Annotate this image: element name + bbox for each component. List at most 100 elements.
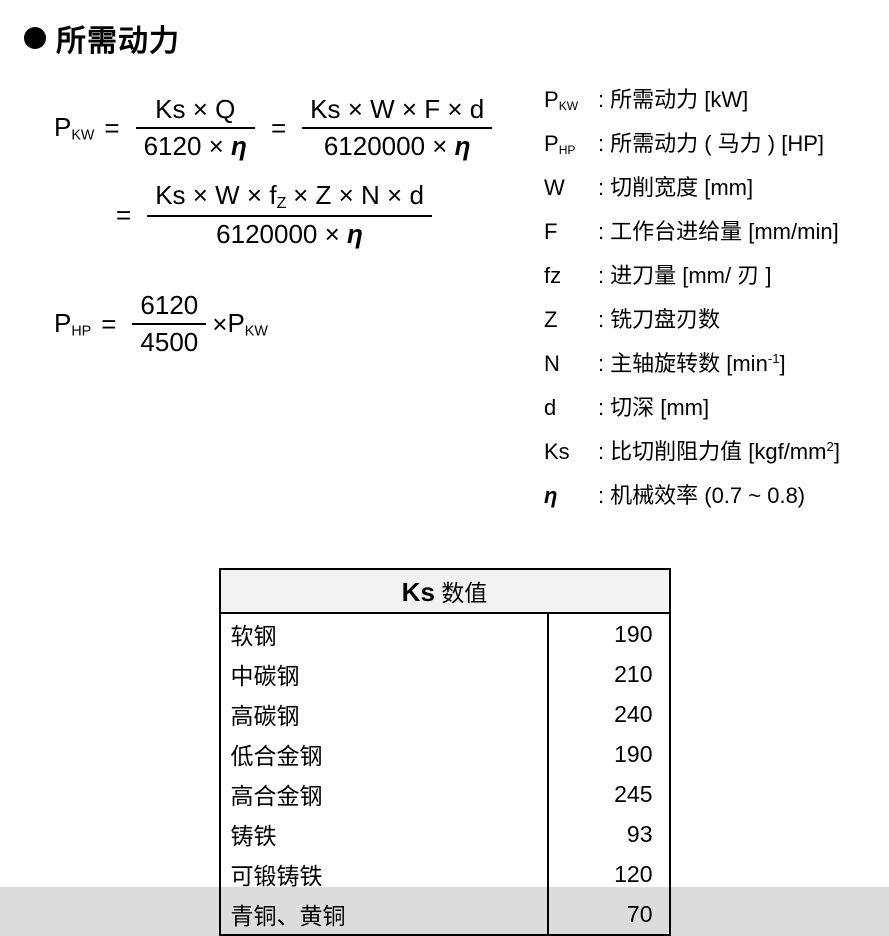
definitions-list: PKW: 所需动力 [kW]PHP: 所需动力 ( 马力 ) [HP]W: 切削…: [544, 78, 865, 518]
table-row: 软钢190: [220, 613, 670, 654]
frac-ksq-num: Ks × Q: [147, 92, 243, 127]
formula-column: PKW = Ks × Q 6120 × η = Ks × W × F × d 6…: [24, 78, 524, 518]
definition-label: 机械效率 (0.7 ~ 0.8): [610, 474, 805, 518]
ks-value: 190: [548, 734, 670, 774]
frac-kswfd-den: 6120000 × η: [316, 129, 479, 164]
definition-row: Ks: 比切削阻力值 [kgf/mm2]: [544, 430, 865, 474]
definition-row: Z: 铣刀盘刃数: [544, 298, 865, 342]
colon: :: [598, 386, 604, 430]
table-row: 可锻铸铁120: [220, 854, 670, 894]
frac-6120-4500: 6120 4500: [132, 288, 206, 360]
ks-value: 240: [548, 694, 670, 734]
frac-ksq-den: 6120 × η: [136, 129, 255, 164]
definition-label: 进刀量 [mm/ 刃 ]: [610, 254, 771, 298]
ks-material-name: 中碳钢: [220, 654, 548, 694]
definition-label: 切深 [mm]: [610, 386, 709, 430]
times-sign: ×: [212, 309, 227, 340]
pkw-base: P: [54, 112, 71, 142]
formula-pkw-line1: PKW = Ks × Q 6120 × η = Ks × W × F × d 6…: [54, 92, 524, 164]
ks-value: 245: [548, 774, 670, 814]
definition-label: 所需动力 ( 马力 ) [HP]: [610, 122, 824, 166]
definition-symbol: N: [544, 342, 598, 386]
frac-expanded-num: Ks × W × fZ × Z × N × d: [147, 178, 432, 215]
definition-symbol: η: [544, 474, 598, 518]
definition-label: 主轴旋转数 [min-1]: [610, 342, 786, 386]
definition-symbol: d: [544, 386, 598, 430]
ks-material-name: 青铜、黄铜: [220, 894, 548, 935]
definition-symbol: F: [544, 210, 598, 254]
definition-symbol: PKW: [544, 78, 598, 122]
definition-symbol: Ks: [544, 430, 598, 474]
definition-symbol: fz: [544, 254, 598, 298]
colon: :: [598, 166, 604, 210]
pkw-lhs: PKW: [54, 112, 94, 144]
ks-material-name: 软钢: [220, 613, 548, 654]
definition-label: 所需动力 [kW]: [610, 78, 748, 122]
definition-symbol: W: [544, 166, 598, 210]
ks-table-header: Ks 数值: [220, 569, 670, 613]
equals-sign: =: [101, 309, 116, 340]
formula-pkw-line2: = Ks × W × fZ × Z × N × d 6120000 × η: [106, 178, 524, 252]
frac-ksq: Ks × Q 6120 × η: [136, 92, 255, 164]
definition-row: F: 工作台进给量 [mm/min]: [544, 210, 865, 254]
equals-sign: =: [104, 113, 119, 144]
ks-value: 190: [548, 613, 670, 654]
definition-row: η: 机械效率 (0.7 ~ 0.8): [544, 474, 865, 518]
ks-material-name: 可锻铸铁: [220, 854, 548, 894]
ks-value: 70: [548, 894, 670, 935]
definition-label: 工作台进给量 [mm/min]: [610, 210, 839, 254]
colon: :: [598, 430, 604, 474]
frac-expanded-den: 6120000 × η: [208, 217, 371, 252]
definition-row: PHP: 所需动力 ( 马力 ) [HP]: [544, 122, 865, 166]
frac-den: 4500: [132, 325, 206, 360]
ks-material-name: 高合金钢: [220, 774, 548, 814]
equals-sign: =: [116, 200, 131, 231]
frac-expanded: Ks × W × fZ × Z × N × d 6120000 × η: [147, 178, 432, 252]
definition-row: d: 切深 [mm]: [544, 386, 865, 430]
table-row: 高碳钢240: [220, 694, 670, 734]
ks-material-name: 高碳钢: [220, 694, 548, 734]
equals-sign: =: [271, 113, 286, 144]
ks-value: 210: [548, 654, 670, 694]
colon: :: [598, 474, 604, 518]
php-rhs: PKW: [227, 308, 267, 340]
table-row: 高合金钢245: [220, 774, 670, 814]
ks-value: 120: [548, 854, 670, 894]
table-row: 青铜、黄铜70: [220, 894, 670, 935]
colon: :: [598, 210, 604, 254]
colon: :: [598, 254, 604, 298]
definition-label: 比切削阻力值 [kgf/mm2]: [610, 430, 840, 474]
colon: :: [598, 298, 604, 342]
colon: :: [598, 122, 604, 166]
page: 所需动力 PKW = Ks × Q 6120 × η = Ks × W × F …: [0, 0, 889, 887]
definition-symbol: Z: [544, 298, 598, 342]
definition-row: fz: 进刀量 [mm/ 刃 ]: [544, 254, 865, 298]
section-heading: 所需动力: [24, 16, 865, 60]
definition-label: 切削宽度 [mm]: [610, 166, 753, 210]
ks-title-rest: 数值: [435, 580, 487, 606]
colon: :: [598, 78, 604, 122]
table-row: 低合金钢190: [220, 734, 670, 774]
heading-text: 所需动力: [56, 16, 180, 60]
definition-row: N: 主轴旋转数 [min-1]: [544, 342, 865, 386]
pkw-sub: KW: [71, 128, 94, 144]
frac-kswfd: Ks × W × F × d 6120000 × η: [302, 92, 492, 164]
ks-material-name: 铸铁: [220, 814, 548, 854]
frac-num: 6120: [132, 288, 206, 323]
ks-value: 93: [548, 814, 670, 854]
definition-row: W: 切削宽度 [mm]: [544, 166, 865, 210]
table-row: 铸铁93: [220, 814, 670, 854]
table-row: 中碳钢210: [220, 654, 670, 694]
definition-label: 铣刀盘刃数: [610, 298, 720, 342]
definition-row: PKW: 所需动力 [kW]: [544, 78, 865, 122]
ks-table: Ks 数值 软钢190中碳钢210高碳钢240低合金钢190高合金钢245铸铁9…: [219, 568, 671, 936]
php-lhs: PHP: [54, 308, 91, 340]
bullet-icon: [24, 27, 46, 49]
definition-symbol: PHP: [544, 122, 598, 166]
ks-material-name: 低合金钢: [220, 734, 548, 774]
formula-php: PHP = 6120 4500 × PKW: [54, 288, 524, 360]
frac-kswfd-num: Ks × W × F × d: [302, 92, 492, 127]
ks-title-bold: Ks: [402, 577, 435, 607]
definitions-column: PKW: 所需动力 [kW]PHP: 所需动力 ( 马力 ) [HP]W: 切削…: [544, 78, 865, 518]
colon: :: [598, 342, 604, 386]
